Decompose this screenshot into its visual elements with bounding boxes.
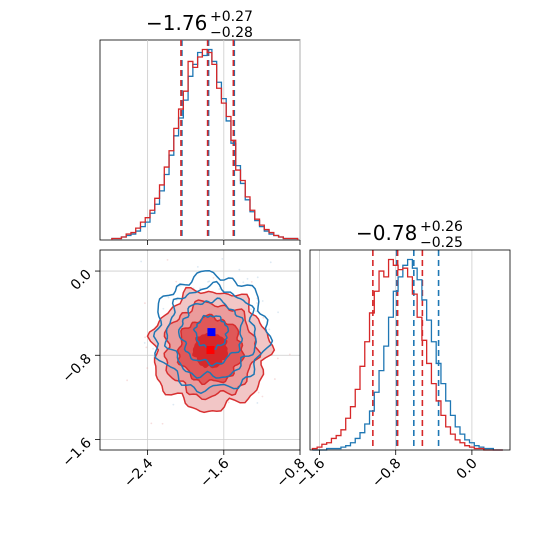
scatter-point bbox=[218, 288, 221, 290]
truth-markers bbox=[206, 328, 216, 354]
scatter-point bbox=[242, 281, 245, 284]
scatter-point bbox=[277, 311, 279, 314]
tick-label: −1.6 bbox=[59, 435, 94, 470]
title-value: −0.78 bbox=[356, 221, 417, 245]
scatter-point bbox=[167, 296, 170, 299]
scatter-point bbox=[150, 422, 153, 425]
scatter-point bbox=[179, 284, 182, 287]
grid bbox=[147, 40, 301, 240]
grid bbox=[319, 250, 473, 450]
histogram-series-0 bbox=[312, 258, 503, 451]
tick-label: −0.8 bbox=[369, 456, 404, 491]
histogram-series-0 bbox=[111, 48, 299, 240]
scatter-point bbox=[144, 302, 146, 305]
quantile-lines bbox=[372, 250, 440, 450]
tick-label: −2.4 bbox=[121, 455, 156, 490]
scatter-point bbox=[166, 258, 169, 261]
scatter-point bbox=[207, 280, 209, 283]
contour-panel: −2.4 −1.6 −0.8 0.0 −0.8 −1.6 bbox=[59, 249, 309, 491]
scatter-point bbox=[262, 316, 265, 319]
tick-label: −1.6 bbox=[197, 455, 232, 490]
scatter-point bbox=[145, 346, 148, 349]
contours bbox=[146, 269, 276, 414]
y-ticks: 0.0 −0.8 −1.6 bbox=[59, 267, 100, 470]
scatter-point bbox=[276, 357, 279, 360]
contour-blue-level-0 bbox=[152, 269, 274, 395]
scatter-point bbox=[255, 310, 258, 313]
scatter-point bbox=[152, 347, 155, 350]
tick-label: −0.8 bbox=[59, 351, 94, 386]
scatter-point bbox=[268, 328, 271, 331]
scatter-point bbox=[221, 258, 224, 260]
scatter-point bbox=[261, 395, 264, 398]
scatter-point bbox=[246, 277, 249, 280]
scatter-point bbox=[256, 276, 259, 279]
contour-blue-level-2 bbox=[177, 297, 245, 367]
scatter-point bbox=[144, 336, 146, 339]
scatter-point bbox=[161, 422, 164, 425]
scatter-point bbox=[250, 280, 253, 283]
scatter-point bbox=[261, 300, 264, 302]
histogram-series-1 bbox=[111, 48, 299, 240]
title-lower-error: −0.28 bbox=[210, 25, 253, 41]
scatter-point bbox=[126, 379, 129, 382]
histogram-panel-bottom-right: −1.6 −0.8 0.0 −0.78 +0.26 −0.25 bbox=[293, 219, 511, 491]
axes-frame bbox=[309, 249, 511, 451]
scatter-point bbox=[257, 391, 260, 394]
truth-marker-0 bbox=[207, 328, 216, 337]
scatter-point bbox=[146, 367, 149, 369]
scatter-point bbox=[256, 402, 259, 404]
scatter-point bbox=[269, 261, 272, 264]
x-ticks bbox=[147, 240, 301, 245]
scatter-point bbox=[175, 280, 178, 283]
contour-blue-level-3 bbox=[192, 314, 230, 351]
x-ticks: −2.4 −1.6 −0.8 bbox=[121, 450, 309, 491]
truth-marker-1 bbox=[206, 346, 215, 354]
axes-frame bbox=[99, 39, 301, 241]
scatter-point bbox=[288, 353, 291, 356]
scatter-point bbox=[227, 401, 230, 404]
scatter-point bbox=[199, 287, 202, 290]
scatter-point bbox=[273, 378, 276, 380]
scatter-point bbox=[140, 260, 143, 263]
title-lower-error: −0.25 bbox=[420, 235, 463, 251]
scatter-point bbox=[256, 302, 258, 304]
histogram-steps bbox=[311, 258, 503, 451]
title-upper-error: +0.27 bbox=[210, 9, 253, 25]
histogram-panel-top: −1.76 +0.27 −0.28 bbox=[99, 9, 301, 245]
tick-label: 0.0 bbox=[454, 456, 481, 483]
scatter-point bbox=[208, 280, 211, 283]
contour-blue-level-1 bbox=[163, 280, 257, 379]
tick-label: 0.0 bbox=[68, 267, 95, 294]
histogram-series-1 bbox=[311, 258, 503, 451]
scatter-point bbox=[238, 268, 241, 271]
histogram-steps bbox=[111, 48, 299, 240]
axes-frame bbox=[99, 249, 301, 451]
x-ticks: −1.6 −0.8 0.0 bbox=[293, 450, 481, 491]
scatter-point bbox=[196, 265, 199, 268]
title-upper-error: +0.26 bbox=[420, 219, 463, 235]
scatter-point bbox=[172, 403, 175, 406]
title-value: −1.76 bbox=[146, 11, 207, 35]
scatter-point bbox=[212, 277, 215, 279]
quantile-lines bbox=[180, 40, 236, 240]
scatter-point bbox=[162, 307, 165, 310]
scatter-point bbox=[250, 308, 252, 310]
scatter-point bbox=[143, 342, 146, 344]
